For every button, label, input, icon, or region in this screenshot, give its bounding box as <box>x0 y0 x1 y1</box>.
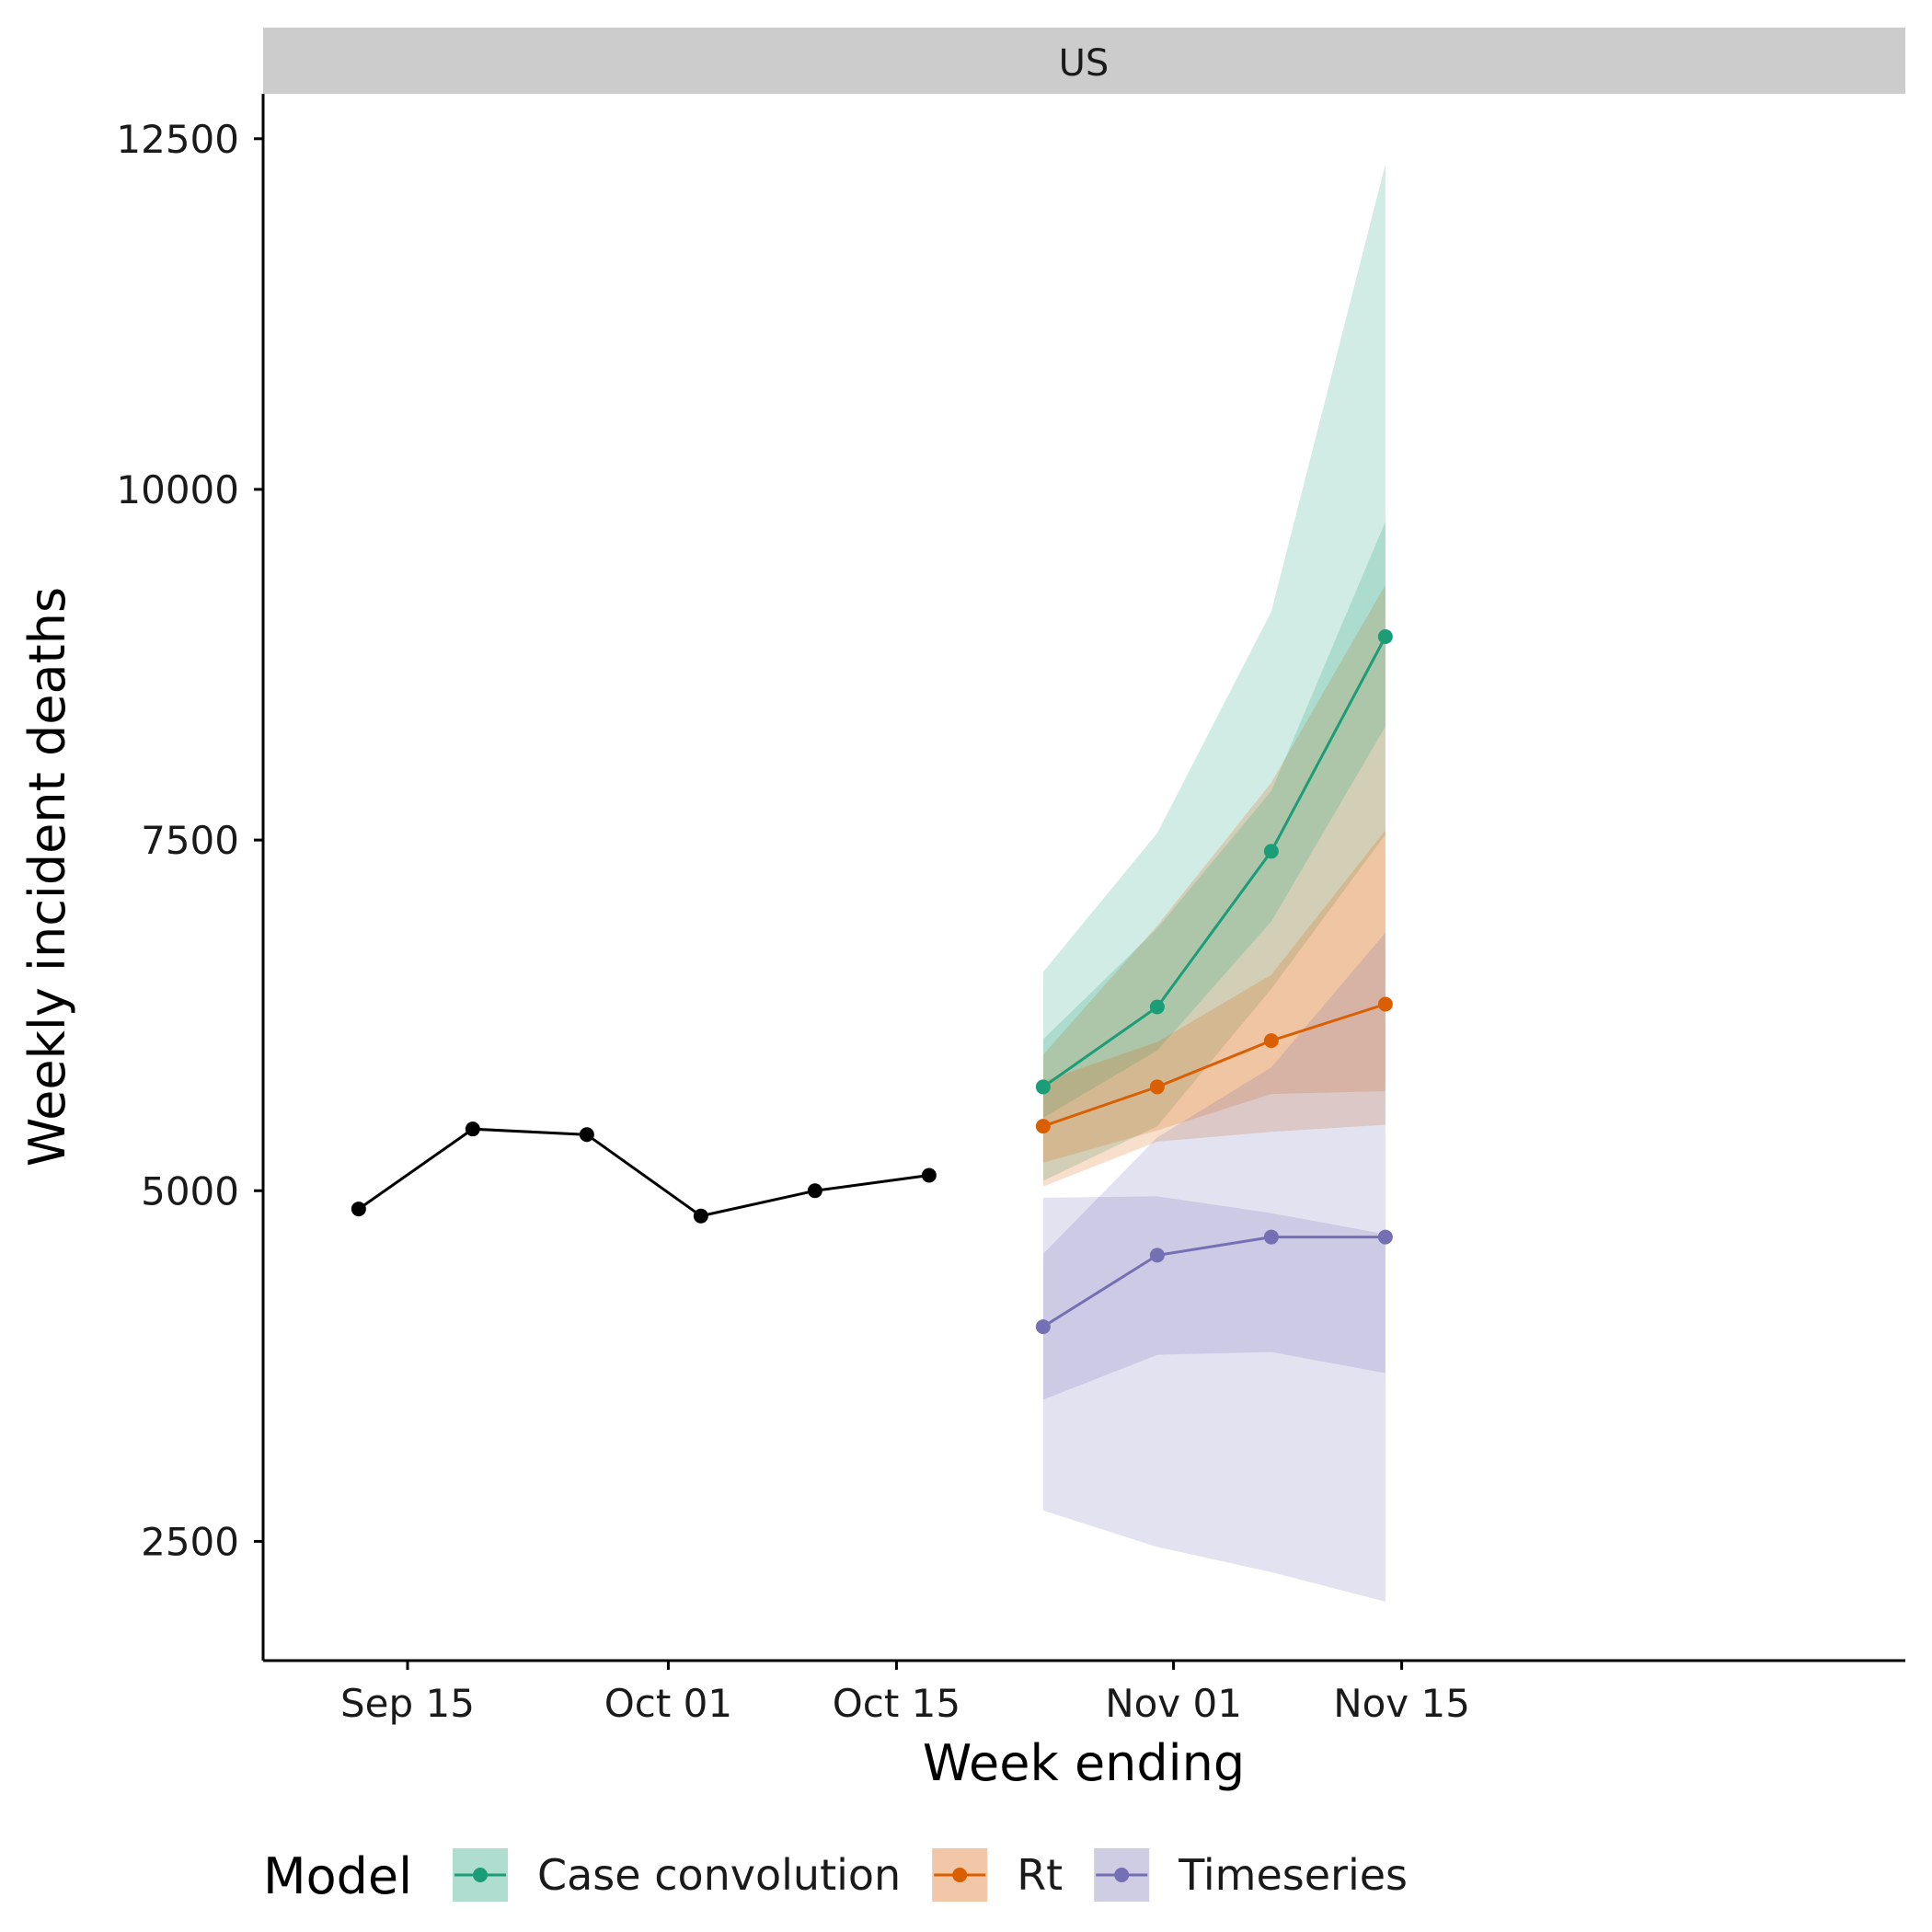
legend-point-rt <box>952 1868 968 1882</box>
y-tick-label: 7500 <box>141 818 239 863</box>
series-point-rt <box>1149 1079 1165 1095</box>
y-tick-label: 12500 <box>116 117 239 162</box>
legend-key-timeseries: Timeseries <box>1094 1848 1408 1902</box>
band-inner-timeseries <box>1042 932 1386 1400</box>
facet-strip: US <box>263 28 1905 94</box>
x-tick-label: Oct 15 <box>833 1681 960 1726</box>
observed-point <box>579 1127 594 1143</box>
series-line-case-convolution <box>1042 636 1387 1088</box>
series-point-timeseries <box>1149 1248 1165 1263</box>
series-point-timeseries <box>1035 1319 1051 1335</box>
y-tick-label: 10000 <box>116 467 239 512</box>
series-point-rt <box>1377 996 1393 1012</box>
observed-point <box>921 1167 937 1183</box>
series-line-rt <box>1042 1003 1386 1128</box>
legend-label-rt: Rt <box>1017 1850 1063 1900</box>
x-tick-label: Nov 01 <box>1105 1681 1242 1726</box>
y-tick-label: 2500 <box>141 1519 239 1564</box>
observed-point <box>807 1183 822 1199</box>
legend-label-timeseries: Timeseries <box>1178 1850 1408 1900</box>
band-outer-rt <box>1042 584 1386 1187</box>
x-tick-label: Sep 15 <box>340 1681 475 1726</box>
series-point-timeseries <box>1263 1229 1279 1245</box>
y-tick-label: 5000 <box>141 1168 239 1213</box>
legend: Model Case convolution Rt Timeseries <box>263 1847 1408 1905</box>
series-point-case-convolution <box>1377 629 1393 645</box>
band-outer-case-convolution <box>1042 164 1386 1181</box>
legend-point-case-convolution <box>473 1868 488 1882</box>
legend-label-case-convolution: Case convolution <box>537 1850 901 1900</box>
x-tick-label: Nov 15 <box>1333 1681 1470 1726</box>
series-point-case-convolution <box>1149 999 1165 1015</box>
uncertainty-bands <box>1042 164 1386 1602</box>
facet-strip-label: US <box>1059 42 1110 85</box>
series-point-timeseries <box>1377 1229 1393 1245</box>
x-axis-title: Week ending <box>923 1734 1245 1792</box>
observed-point <box>693 1208 708 1224</box>
series-point-rt <box>1035 1119 1051 1134</box>
series-point-case-convolution <box>1263 844 1279 859</box>
legend-key-rt: Rt <box>932 1848 1063 1902</box>
band-inner-rt <box>1042 830 1386 1163</box>
band-inner-case-convolution <box>1042 522 1386 1118</box>
facet-strip-background <box>263 28 1905 94</box>
band-outer-timeseries <box>1042 1196 1386 1602</box>
series-lines <box>351 629 1393 1335</box>
legend-key-case-convolution: Case convolution <box>453 1848 901 1902</box>
y-axis-title: Weekly incident deaths <box>18 587 76 1167</box>
legend-point-timeseries <box>1114 1868 1130 1882</box>
series-point-case-convolution <box>1035 1079 1051 1095</box>
observed-line <box>358 1127 930 1218</box>
legend-title: Model <box>263 1847 412 1905</box>
observed-point <box>465 1121 480 1137</box>
series-line-timeseries <box>1042 1236 1386 1328</box>
observed-point <box>351 1202 366 1217</box>
axes: 2500 5000 7500 10000 12500 Sep 15 Oct 01 Oct 15… <box>116 94 1905 1726</box>
x-tick-label: Oct 01 <box>604 1681 732 1726</box>
series-point-rt <box>1263 1033 1279 1049</box>
